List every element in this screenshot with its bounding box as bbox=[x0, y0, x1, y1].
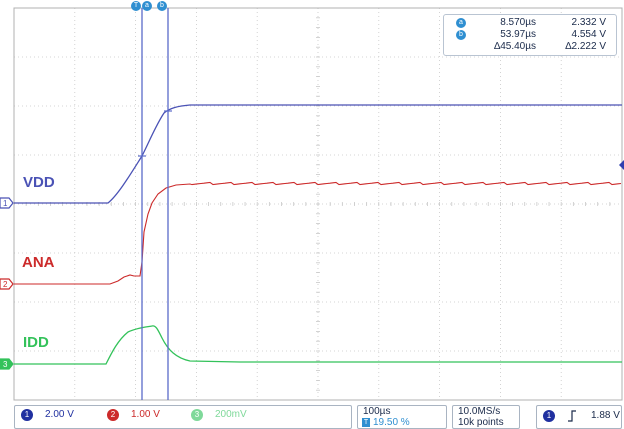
cursor-b-value: 4.554 V bbox=[571, 29, 606, 40]
cursor-a-handle[interactable]: a bbox=[142, 1, 152, 11]
ana-trace bbox=[14, 181, 622, 285]
svg-text:1: 1 bbox=[3, 199, 8, 208]
ch3-ground-marker[interactable]: 3 bbox=[0, 358, 14, 370]
ch3-scale[interactable]: 200mV bbox=[215, 409, 247, 420]
cursor-b-badge: b bbox=[456, 30, 466, 40]
trigger-source-badge: 1 bbox=[543, 410, 555, 422]
status-bar: 1 2.00 V 2 1.00 V 3 200mV 100µs T 19.50 … bbox=[0, 402, 624, 429]
ch3-label: IDD bbox=[23, 334, 49, 351]
cursor-a-badge: a bbox=[456, 18, 466, 28]
trigger-level-marker[interactable] bbox=[619, 160, 624, 170]
svg-text:2: 2 bbox=[3, 280, 8, 289]
ch2-ground-marker[interactable]: 2 bbox=[0, 278, 14, 290]
channel-scales-panel[interactable]: 1 2.00 V 2 1.00 V 3 200mV bbox=[14, 405, 352, 429]
trigger-level: 1.88 V bbox=[591, 410, 620, 421]
trigger-position-marker[interactable]: T bbox=[131, 1, 141, 11]
cursor-a-row: a 8.570µs 2.332 V bbox=[444, 17, 616, 29]
cursor-a-time: 8.570µs bbox=[500, 17, 536, 28]
cursor-delta-row: ∆45.40µs ∆2.222 V bbox=[444, 41, 616, 53]
ch1-badge[interactable]: 1 bbox=[21, 409, 33, 421]
cursor-delta-value: ∆2.222 V bbox=[565, 41, 606, 52]
cursor-b-time: 53.97µs bbox=[500, 29, 536, 40]
rising-edge-icon bbox=[568, 410, 576, 422]
svg-text:3: 3 bbox=[3, 360, 8, 369]
sample-rate: 10.0MS/s bbox=[458, 406, 501, 417]
ch2-badge[interactable]: 2 bbox=[107, 409, 119, 421]
ch1-ground-marker[interactable]: 1 bbox=[0, 197, 14, 209]
cursor-a-value: 2.332 V bbox=[571, 17, 606, 28]
trigger-panel[interactable]: 1 1.88 V bbox=[536, 405, 622, 429]
ch1-scale[interactable]: 2.00 V bbox=[45, 409, 74, 420]
ch2-label: ANA bbox=[22, 254, 55, 271]
timebase-scale: 100µs bbox=[363, 406, 391, 417]
graticule-border bbox=[13, 7, 623, 401]
idd-trace bbox=[14, 325, 622, 365]
scope-display[interactable]: 1 2 3 bbox=[0, 0, 624, 402]
cursor-readout: a 8.570µs 2.332 V b 53.97µs 4.554 V ∆45.… bbox=[443, 14, 617, 56]
ch3-badge[interactable]: 3 bbox=[191, 409, 203, 421]
cursor-b-handle[interactable]: b bbox=[157, 1, 167, 11]
timebase-panel[interactable]: 100µs T 19.50 % bbox=[357, 405, 447, 429]
record-length: 10k points bbox=[458, 417, 504, 428]
trigger-position-badge: T bbox=[362, 418, 370, 427]
graticule bbox=[13, 7, 623, 401]
vdd-trace bbox=[14, 104, 622, 204]
trigger-position-value: 19.50 % bbox=[373, 417, 410, 428]
ch2-scale[interactable]: 1.00 V bbox=[131, 409, 160, 420]
cursor-delta-time: ∆45.40µs bbox=[494, 41, 536, 52]
acquisition-panel[interactable]: 10.0MS/s 10k points bbox=[452, 405, 520, 429]
ch1-label: VDD bbox=[23, 174, 55, 191]
cursor-b-row: b 53.97µs 4.554 V bbox=[444, 29, 616, 41]
